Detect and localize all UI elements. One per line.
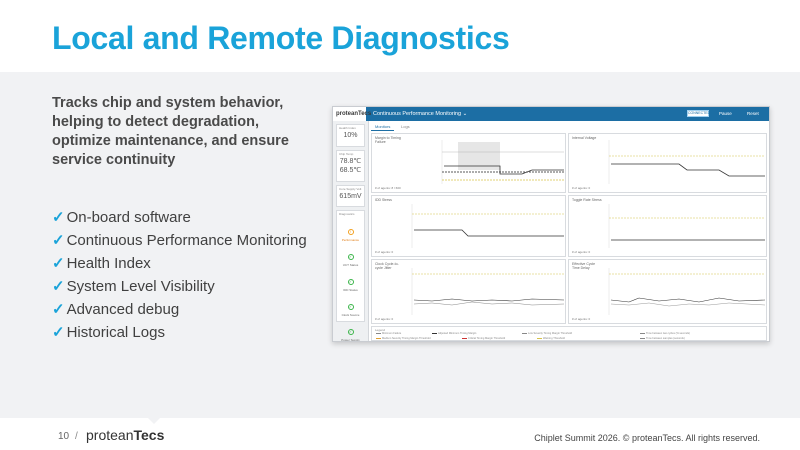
footer-separator: /	[75, 431, 78, 442]
toggle-rate-chart	[608, 204, 765, 248]
check-icon: ✓	[52, 278, 65, 295]
legend-item: Time between two cycles (% seconds)	[640, 332, 690, 335]
footer-copyright: Chiplet Summit 2026. © proteanTecs. All …	[534, 433, 760, 443]
check-icon: ✓	[52, 232, 65, 249]
warning-icon: !	[347, 229, 354, 235]
check-icon: ✓	[52, 209, 65, 226]
module-idd-status[interactable]: ✓ IDD Status	[343, 279, 358, 292]
core-voltage-card: Core Supply Volt 615mV	[336, 185, 365, 207]
legend-item: Warning Threshold	[537, 337, 565, 340]
check-circle-icon: ✓	[347, 254, 354, 260]
bullet-item: ✓ Advanced debug	[52, 301, 180, 318]
legend-item: Time between samples (seconds)	[640, 337, 685, 340]
legend-item: Adjusted Minimum Timing Margin	[432, 332, 476, 335]
footer-notch	[148, 418, 160, 424]
effective-cycle-chart	[608, 268, 766, 315]
reset-button[interactable]: Reset	[747, 111, 759, 116]
module-uct-status[interactable]: ✓ UCT Status	[342, 254, 359, 267]
legend-item: Critical Timing Margin Threshold	[462, 337, 505, 340]
panel-effective-cycle: Effective Cycle Time Delay # of agents: …	[568, 259, 767, 324]
check-circle-icon: ✓	[347, 304, 354, 310]
view-selector[interactable]: Continuous Performance Monitoring ⌄	[373, 111, 468, 117]
check-circle-icon: ✓	[347, 329, 354, 335]
panel-idd-stress: IDD Stress # of agents: 0	[371, 195, 566, 257]
bullet-list: ✓ On-board software ✓ Continuous Performan…	[52, 206, 307, 344]
bullet-item: ✓ On-board software	[52, 209, 191, 226]
module-power-supply[interactable]: ✓ Power Supply	[341, 329, 360, 342]
chart-legend: Legend Minimum Failure Adjusted Minimum …	[371, 326, 767, 341]
bullet-item: ✓ Continuous Performance Monitoring	[52, 232, 307, 249]
check-icon: ✓	[52, 301, 65, 318]
panel-margin: Margin to Timing Failure # of agents: 8 …	[371, 133, 566, 193]
internal-voltage-chart	[608, 140, 765, 184]
lead-text: Tracks chip and system behavior, helping…	[52, 95, 289, 168]
bullet-item: ✓ Health Index	[52, 255, 151, 272]
check-icon: ✓	[52, 324, 65, 341]
legend-item: Medium Severity Timing Margin Threshold	[376, 337, 431, 340]
app-screenshot: proteanTecs Continuous Performance Monit…	[332, 106, 770, 342]
module-clock-source[interactable]: ✓ Clock Source	[341, 304, 360, 317]
tab-monitors[interactable]: Monitors	[371, 123, 395, 131]
app-topbar: proteanTecs Continuous Performance Monit…	[333, 107, 769, 121]
check-icon: ✓	[52, 255, 65, 272]
pause-button[interactable]: Pause	[719, 111, 732, 116]
legend-item: Low Severity Timing Margin Threshold	[522, 332, 572, 335]
connected-badge: CONNECTED	[687, 110, 711, 117]
module-performance[interactable]: ! Performance	[341, 229, 360, 242]
margin-chart	[441, 140, 564, 184]
tab-logs[interactable]: Logs	[401, 124, 410, 129]
panel-internal-voltage: Internal Voltage # of agents: 0	[568, 133, 767, 193]
bullet-item: ✓ Historical Logs	[52, 324, 165, 341]
chip-temp-card: Chip Temp 78.8℃ 68.5℃	[336, 150, 365, 182]
footer-logo: proteanTecs	[86, 427, 165, 443]
slide-title: Local and Remote Diagnostics	[52, 20, 510, 56]
title-band	[0, 0, 800, 72]
diagnostics-card: Diagnostics ! Performance ✓ UCT Status ✓…	[336, 210, 365, 341]
clock-cycle-chart	[411, 268, 565, 315]
health-index-card: Health Index 10%	[336, 124, 365, 147]
idd-stress-chart	[411, 204, 564, 248]
panel-toggle-rate: Toggle Rate Stress # of agents: 0	[568, 195, 767, 257]
page-number: 10	[58, 431, 70, 442]
legend-item: Minimum Failure	[376, 332, 401, 335]
bullet-item: ✓ System Level Visibility	[52, 278, 215, 295]
panel-clock-cycle: Clock Cycle-to-cycle Jitter # of agents:…	[371, 259, 566, 324]
status-sidebar: Health Index 10% Chip Temp 78.8℃ 68.5℃ C…	[333, 121, 369, 341]
check-circle-icon: ✓	[347, 279, 354, 285]
app-logo: proteanTecs	[333, 107, 371, 121]
